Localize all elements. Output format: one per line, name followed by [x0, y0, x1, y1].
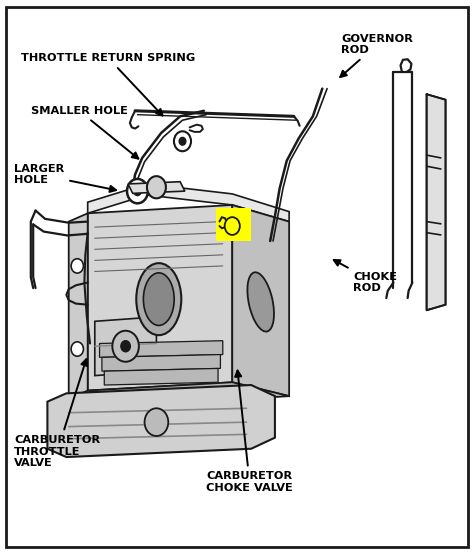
Ellipse shape: [143, 273, 174, 325]
Polygon shape: [128, 182, 185, 193]
Circle shape: [147, 176, 166, 198]
Circle shape: [71, 259, 83, 273]
Polygon shape: [102, 355, 220, 371]
Ellipse shape: [247, 272, 274, 332]
Polygon shape: [88, 382, 289, 406]
Circle shape: [145, 408, 168, 436]
Polygon shape: [88, 205, 232, 391]
Circle shape: [179, 137, 186, 145]
Ellipse shape: [137, 263, 181, 335]
Polygon shape: [95, 317, 156, 376]
Circle shape: [112, 331, 139, 362]
Circle shape: [121, 341, 130, 352]
Polygon shape: [427, 94, 446, 310]
Circle shape: [71, 342, 83, 356]
Text: CARBURETOR
CHOKE VALVE: CARBURETOR CHOKE VALVE: [206, 371, 293, 493]
Text: LARGER
HOLE: LARGER HOLE: [14, 164, 116, 192]
Text: CARBURETOR
THROTTLE
VALVE: CARBURETOR THROTTLE VALVE: [14, 360, 100, 468]
Polygon shape: [100, 341, 223, 357]
Text: GOVERNOR
ROD: GOVERNOR ROD: [340, 34, 413, 77]
Text: CHOKE
ROD: CHOKE ROD: [334, 260, 397, 293]
Text: THROTTLE RETURN SPRING: THROTTLE RETURN SPRING: [21, 53, 196, 115]
Circle shape: [225, 217, 240, 235]
Polygon shape: [69, 213, 88, 399]
Polygon shape: [47, 385, 275, 457]
Circle shape: [134, 187, 141, 196]
Circle shape: [174, 131, 191, 151]
Text: SMALLER HOLE: SMALLER HOLE: [31, 106, 138, 158]
Polygon shape: [232, 205, 289, 396]
Bar: [216, 208, 251, 241]
Circle shape: [127, 179, 148, 203]
Polygon shape: [88, 184, 289, 222]
Polygon shape: [104, 368, 218, 385]
